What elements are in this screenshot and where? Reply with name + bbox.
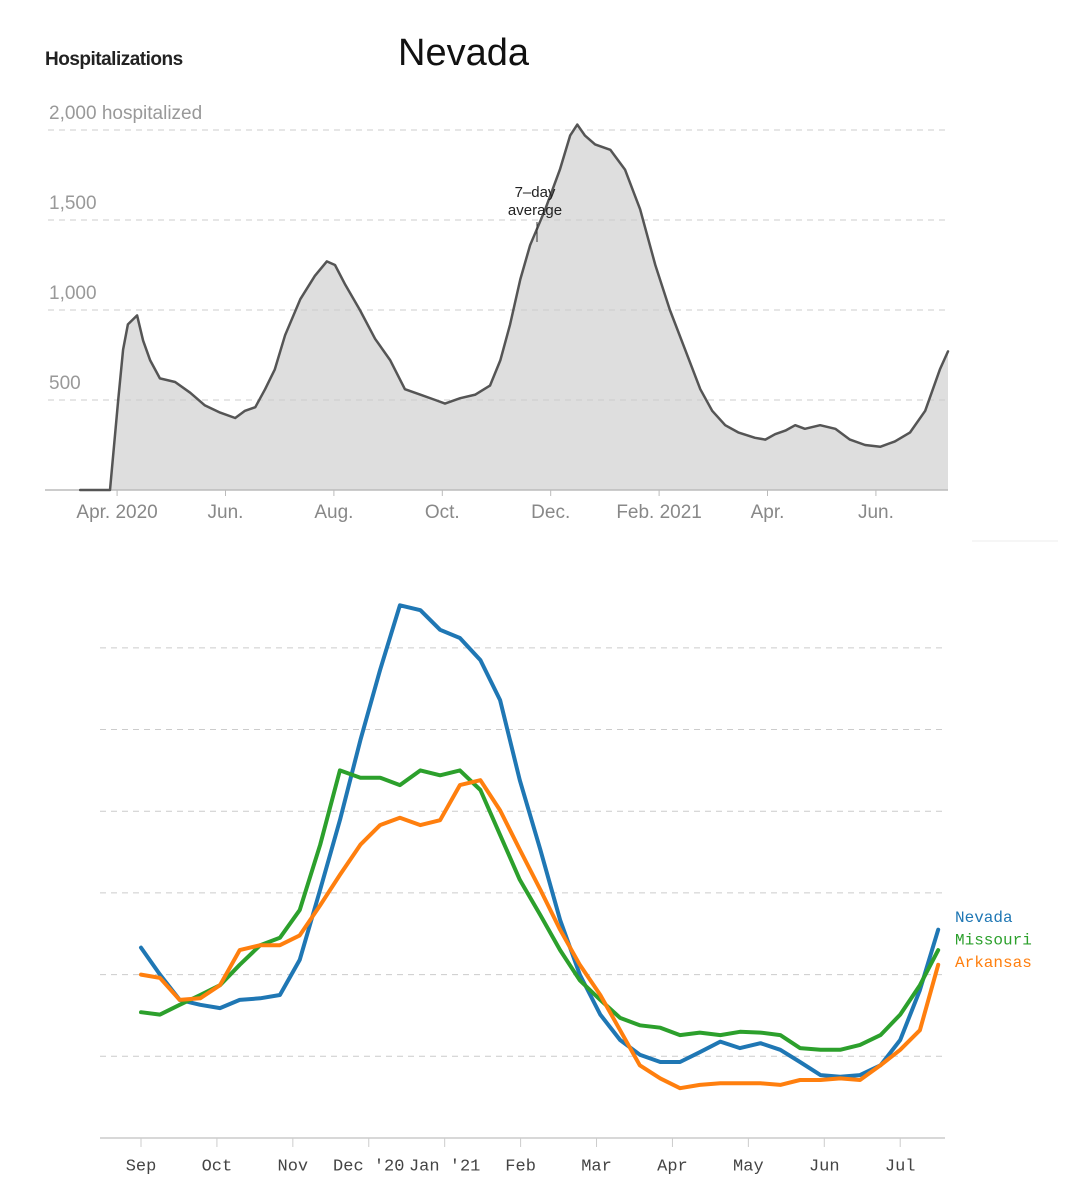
x-tick-label: Jan '21 [409, 1157, 480, 1176]
x-tick-label: Oct. [425, 502, 460, 523]
x-tick-label: Aug. [314, 502, 353, 523]
legend-item: Missouri [955, 932, 1032, 950]
chart-title: Nevada [398, 32, 530, 74]
line [139, 778, 941, 1091]
y-tick-label: 1,500 [49, 193, 97, 214]
y-tick-label: 500 [49, 373, 81, 394]
x-tick-label: Apr [657, 1157, 688, 1176]
x-tick-label: Dec '20 [333, 1157, 404, 1176]
line [78, 123, 950, 492]
x-tick-label: Apr. 2020 [76, 502, 157, 523]
x-tick-label: Sep [126, 1157, 157, 1176]
x-tick-label: May [733, 1157, 764, 1176]
line [139, 603, 941, 1079]
x-tick-label: Jun [809, 1157, 840, 1176]
legend-item: Arkansas [955, 954, 1032, 972]
y-tick-label: 1,000 [49, 283, 97, 304]
line [139, 768, 941, 1052]
x-tick-label: Jul [885, 1157, 916, 1176]
x-tick-label: Mar [581, 1157, 612, 1176]
y-tick-label: 2,000 hospitalized [49, 103, 202, 124]
annotation: 7–day average [508, 184, 562, 219]
x-tick-label: Nov [278, 1157, 309, 1176]
x-tick-label: Jun. [858, 502, 894, 523]
x-tick-label: Oct [202, 1157, 233, 1176]
x-tick-label: Apr. [751, 502, 785, 523]
x-tick-label: Feb [505, 1157, 536, 1176]
chart-label: Hospitalizations [45, 49, 183, 70]
x-tick-label: Dec. [531, 502, 570, 523]
x-tick-label: Feb. 2021 [616, 502, 702, 523]
x-tick-label: Jun. [208, 502, 244, 523]
legend-item: Nevada [955, 909, 1013, 927]
